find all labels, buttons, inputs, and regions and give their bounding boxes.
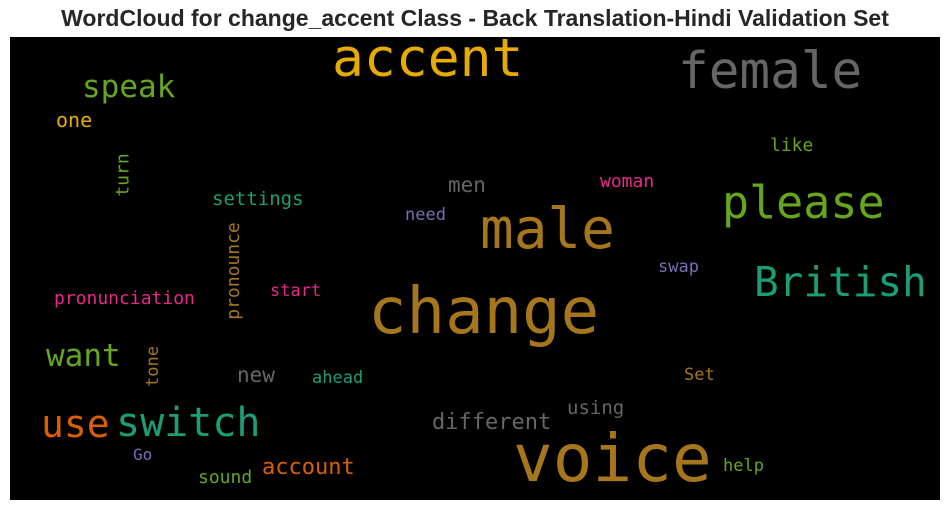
word-Go: Go bbox=[133, 445, 153, 464]
word-account: account bbox=[262, 455, 355, 480]
word-please: please bbox=[722, 176, 885, 229]
word-one: one bbox=[56, 108, 93, 132]
word-switch: switch bbox=[116, 400, 261, 446]
word-using: using bbox=[567, 397, 625, 419]
word-pronounce: pronounce bbox=[222, 222, 244, 320]
word-use: use bbox=[41, 402, 110, 446]
word-new: new bbox=[237, 363, 275, 387]
word-like: like bbox=[770, 135, 814, 156]
word-male: male bbox=[480, 197, 615, 262]
word-want: want bbox=[46, 338, 121, 374]
word-ahead: ahead bbox=[312, 368, 364, 388]
word-help: help bbox=[723, 456, 764, 476]
word-British: British bbox=[754, 258, 927, 306]
word-speak: speak bbox=[82, 69, 176, 105]
word-Set: Set bbox=[684, 365, 715, 385]
word-settings: settings bbox=[212, 188, 304, 210]
word-start: start bbox=[270, 281, 322, 301]
word-voice: voice bbox=[513, 420, 712, 497]
word-tone: tone bbox=[142, 346, 163, 387]
word-men: men bbox=[448, 173, 486, 197]
word-female: female bbox=[678, 42, 863, 101]
wordcloud-canvas: accent female speak one turn like settin… bbox=[10, 37, 940, 500]
word-sound: sound bbox=[198, 467, 253, 488]
word-pronunciation: pronunciation bbox=[54, 288, 195, 309]
word-woman: woman bbox=[600, 171, 655, 192]
word-need: need bbox=[405, 205, 446, 225]
word-different: different bbox=[432, 410, 552, 435]
word-turn: turn bbox=[112, 153, 134, 197]
word-change: change bbox=[368, 275, 600, 349]
chart-title: WordCloud for change_accent Class - Back… bbox=[61, 5, 889, 31]
word-accent: accent bbox=[332, 37, 524, 89]
word-swap: swap bbox=[658, 257, 699, 277]
